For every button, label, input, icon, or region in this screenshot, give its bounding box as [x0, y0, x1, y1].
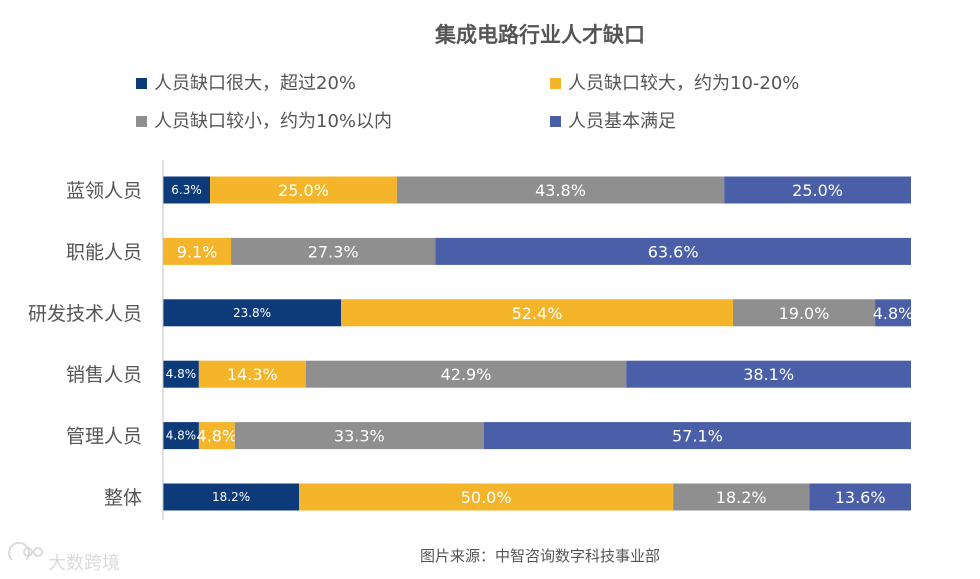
data-label: 14.3% [227, 365, 278, 384]
data-label: 50.0% [461, 488, 512, 507]
category-label: 销售人员 [66, 364, 142, 386]
bar-segment [341, 299, 733, 327]
data-label: 63.6% [648, 242, 699, 261]
bar-segment [198, 422, 235, 450]
data-label: 33.3% [334, 427, 385, 446]
data-label: 18.2% [716, 488, 767, 507]
data-label: 25.0% [792, 181, 843, 200]
bar-segment [299, 483, 674, 511]
data-label: 52.4% [512, 304, 563, 323]
category-label: 研发技术人员 [28, 303, 142, 325]
bar-segment [732, 299, 876, 327]
chart-title: 集成电路行业人才缺口 [434, 23, 645, 47]
data-label: 4.8% [197, 427, 238, 446]
category-label: 管理人员 [66, 426, 142, 448]
bar-segment [875, 299, 911, 327]
bar-segment [163, 237, 232, 265]
legend-swatch [136, 116, 147, 127]
legend-label: 人员缺口较大，约为10-20% [568, 73, 799, 94]
bar-segment [809, 483, 911, 511]
bar-segment [234, 422, 484, 450]
data-label: 18.2% [212, 490, 250, 504]
legend-swatch [550, 78, 561, 89]
data-label: 38.1% [743, 365, 794, 384]
data-label: 57.1% [672, 427, 723, 446]
legend-label: 人员基本满足 [568, 111, 676, 132]
data-label: 23.8% [233, 306, 271, 320]
category-label: 整体 [104, 487, 142, 509]
data-label: 9.1% [177, 242, 218, 261]
data-label: 27.3% [308, 242, 359, 261]
legend: 人员缺口很大，超过20% 人员缺口较大，约为10-20% 人员缺口较小，约为10%以… [136, 73, 799, 132]
bar-segment [626, 360, 911, 388]
bar-segment [435, 237, 911, 265]
data-label: 4.8% [166, 367, 197, 381]
bar-segment [483, 422, 911, 450]
bar-segment [673, 483, 810, 511]
bar-segment [163, 299, 342, 327]
data-label: 6.3% [171, 183, 202, 197]
bar-segment [163, 483, 300, 511]
bar-segment [210, 176, 397, 204]
data-label: 13.6% [835, 488, 886, 507]
bars: 6.3% 25.0% 43.8% 25.0% 9.1% 27.3% 63.6% 23.8% 52… [163, 176, 914, 511]
bar-segment [231, 237, 436, 265]
watermark: 大数跨境 [8, 541, 120, 574]
data-label: 4.8% [166, 429, 197, 443]
bar-segment [163, 422, 199, 450]
bar-segment [163, 176, 211, 204]
bar-segment [163, 360, 199, 388]
legend-swatch [550, 116, 561, 127]
category-label: 蓝领人员 [66, 180, 142, 202]
bar-segment [198, 360, 306, 388]
bar-segment [305, 360, 627, 388]
watermark-text: 大数跨境 [48, 553, 120, 574]
data-label: 4.8% [873, 304, 914, 323]
legend-label: 人员缺口较小，约为10%以内 [154, 111, 392, 132]
watermark-logo-icon [8, 541, 43, 561]
bar-segment [724, 176, 911, 204]
category-label: 职能人员 [66, 241, 142, 263]
legend-label: 人员缺口很大，超过20% [154, 73, 356, 94]
bar-segment [396, 176, 725, 204]
data-label: 25.0% [278, 181, 329, 200]
legend-swatch [136, 78, 147, 89]
data-label: 19.0% [779, 304, 830, 323]
data-label: 42.9% [441, 365, 492, 384]
data-label: 43.8% [535, 181, 586, 200]
source-note: 图片来源：中智咨询数字科技事业部 [420, 547, 660, 565]
